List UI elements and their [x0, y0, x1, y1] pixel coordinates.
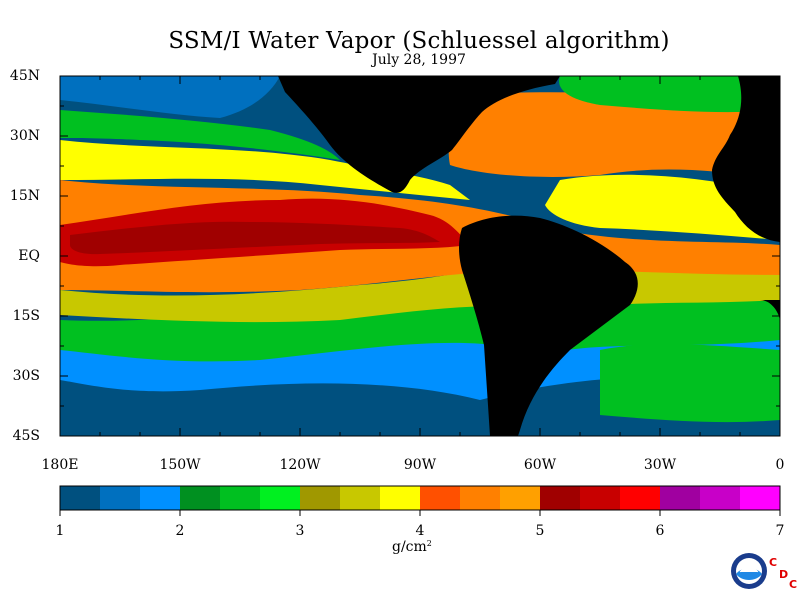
cdc-letter-2: D: [779, 568, 789, 581]
colorbar-swatch: [60, 486, 101, 510]
colorbar: [59, 485, 781, 516]
noaa-logo: [731, 553, 767, 589]
colorbar-tick-label: 4: [415, 523, 425, 539]
colorbar-swatch: [260, 486, 301, 510]
map-title: SSM/I Water Vapor (Schluessel algorithm): [168, 28, 670, 54]
lon-label: 150W: [159, 457, 201, 473]
lat-label: 30N: [9, 128, 40, 144]
colorbar-tick-label: 3: [295, 523, 305, 539]
colorbar-tick-label: 1: [55, 523, 65, 539]
land-europe-africa: [712, 76, 780, 242]
colorbar-swatch: [540, 486, 581, 510]
colorbar-swatch: [740, 486, 781, 510]
field-atl-south-green: [600, 344, 780, 423]
colorbar-swatch: [500, 486, 541, 510]
lat-label: 15S: [12, 308, 40, 324]
colorbar-swatch: [380, 486, 421, 510]
cdc-letter-1: C: [769, 556, 778, 569]
colorbar-swatch: [300, 486, 341, 510]
colorbar-swatch: [460, 486, 501, 510]
units-power: 2: [426, 539, 432, 548]
field-band-itcz-core: [70, 221, 440, 255]
lon-label: 30W: [643, 457, 677, 473]
colorbar-tick-label: 6: [655, 523, 665, 539]
colorbar-swatch: [700, 486, 741, 510]
colorbar-tick-label: 2: [175, 523, 185, 539]
colorbar-swatch: [660, 486, 701, 510]
lat-label: 45N: [9, 68, 40, 84]
plot-frame: [59, 75, 781, 437]
field-atl-north-green: [559, 76, 780, 113]
colorbar-tick-label: 5: [535, 523, 545, 539]
colorbar-swatch: [180, 486, 221, 510]
colorbar-swatch: [140, 486, 181, 510]
colorbar-swatch: [100, 486, 141, 510]
lon-label: 180E: [41, 457, 79, 473]
land-south-africa: [760, 300, 780, 320]
colorbar-tick-label: 7: [775, 523, 785, 539]
lon-label: 60W: [523, 457, 557, 473]
lon-label: 120W: [279, 457, 321, 473]
land-north-america: [278, 76, 560, 193]
lat-label: 15N: [9, 188, 40, 204]
lat-label: 30S: [12, 368, 40, 384]
lon-label: 90W: [403, 457, 437, 473]
field-band-north-green: [60, 110, 340, 160]
colorbar-swatch: [420, 486, 461, 510]
cdc-letter-3: C: [789, 578, 798, 591]
colorbar-swatch: [580, 486, 621, 510]
colorbar-swatch: [220, 486, 261, 510]
colorbar-units: g/cm2: [392, 539, 432, 555]
field-band-north-blue: [60, 76, 280, 118]
colorbar-swatch: [620, 486, 661, 510]
field-atl-north-orange: [448, 92, 780, 180]
lat-label: 45S: [12, 428, 40, 444]
map-date: July 28, 1997: [372, 52, 466, 68]
colorbar-swatch: [340, 486, 381, 510]
units-text: g/cm: [392, 539, 427, 555]
field-band-north-yellow: [60, 140, 470, 200]
lon-label: 0: [775, 457, 785, 473]
land-south-america: [459, 215, 638, 436]
lat-label: EQ: [18, 248, 40, 264]
